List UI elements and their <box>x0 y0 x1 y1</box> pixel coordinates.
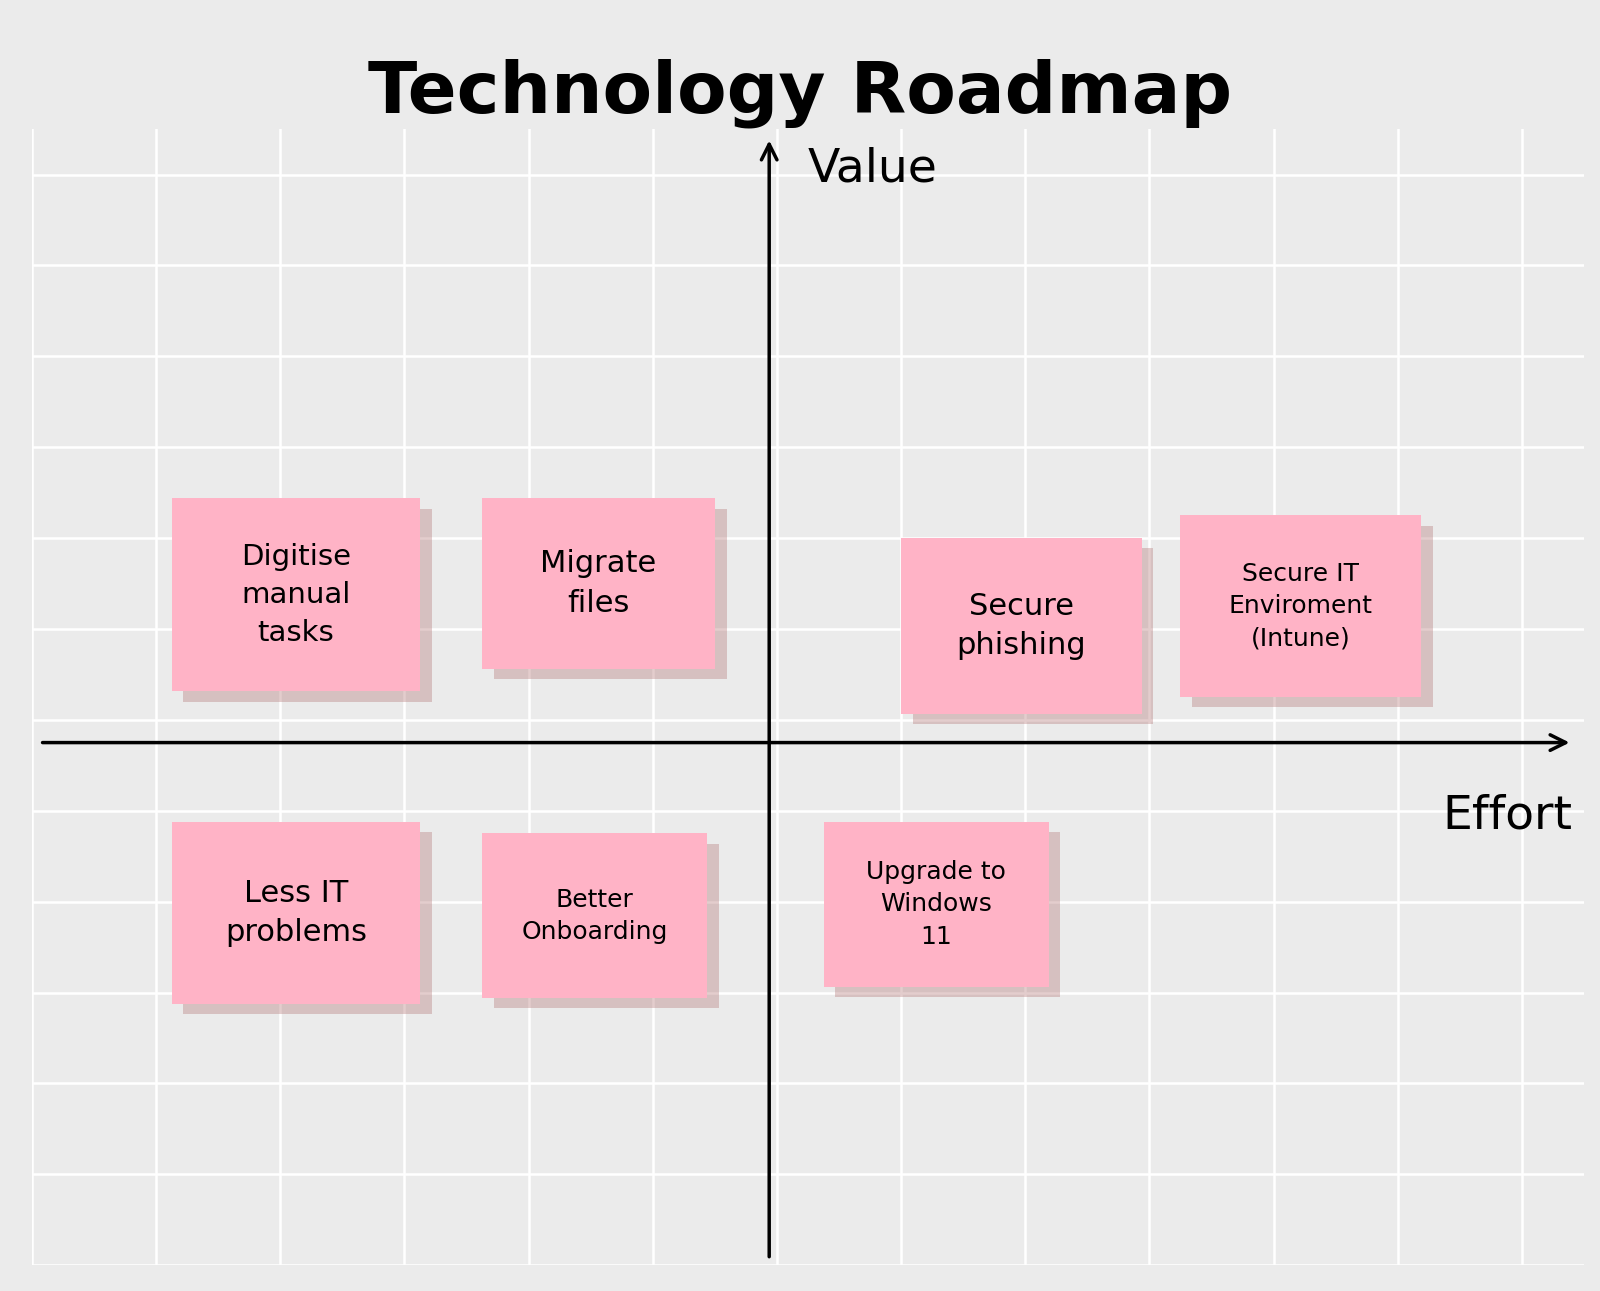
Text: Upgrade to
Windows
11: Upgrade to Windows 11 <box>866 860 1006 949</box>
FancyBboxPatch shape <box>835 833 1061 997</box>
Text: Less IT
problems: Less IT problems <box>226 879 366 948</box>
FancyBboxPatch shape <box>184 509 432 702</box>
FancyBboxPatch shape <box>901 538 1142 714</box>
FancyBboxPatch shape <box>171 822 421 1004</box>
FancyBboxPatch shape <box>1192 525 1432 707</box>
FancyBboxPatch shape <box>494 844 718 1008</box>
Text: Technology Roadmap: Technology Roadmap <box>368 58 1232 128</box>
Text: Better
Onboarding: Better Onboarding <box>522 887 667 944</box>
Text: Secure IT
Enviroment
(Intune): Secure IT Enviroment (Intune) <box>1229 562 1373 651</box>
FancyBboxPatch shape <box>912 549 1154 724</box>
Text: Secure
phishing: Secure phishing <box>957 593 1086 660</box>
FancyBboxPatch shape <box>184 833 432 1015</box>
FancyBboxPatch shape <box>1181 515 1421 697</box>
FancyBboxPatch shape <box>171 498 421 692</box>
Text: Value: Value <box>808 146 938 191</box>
FancyBboxPatch shape <box>482 834 707 998</box>
Text: Digitise
manual
tasks: Digitise manual tasks <box>242 544 350 647</box>
Text: Migrate
files: Migrate files <box>541 550 656 617</box>
FancyBboxPatch shape <box>824 822 1048 986</box>
FancyBboxPatch shape <box>482 498 715 669</box>
FancyBboxPatch shape <box>494 509 726 679</box>
Text: Effort: Effort <box>1442 794 1573 839</box>
